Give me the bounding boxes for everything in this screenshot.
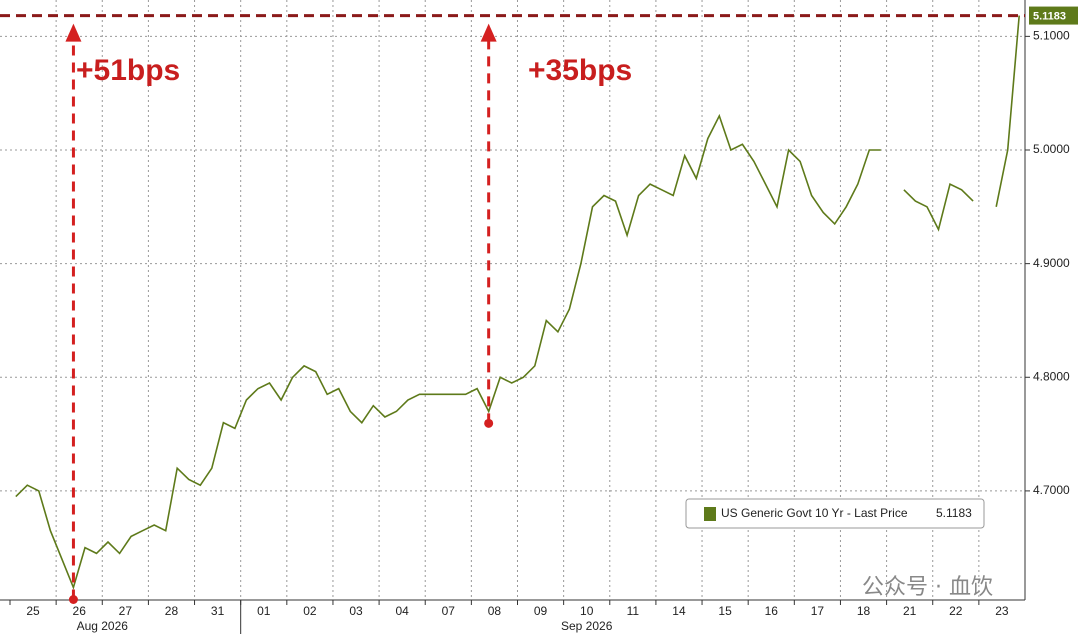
x-tick-label: 28	[165, 604, 179, 618]
x-tick-label: 15	[718, 604, 732, 618]
x-tick-label: 11	[627, 604, 640, 618]
last-price-label: 5.1183	[1033, 10, 1066, 22]
x-tick-label: 26	[73, 604, 87, 618]
month-label: Aug 2026	[77, 619, 129, 633]
x-tick-label: 18	[857, 604, 871, 618]
arrow-head	[480, 23, 497, 42]
x-tick-label: 04	[395, 604, 409, 618]
month-label: Sep 2026	[561, 619, 613, 633]
y-tick-label: 5.1000	[1033, 29, 1070, 43]
arrow-base	[484, 418, 494, 428]
y-tick-label: 5.0000	[1033, 142, 1070, 156]
legend-box	[685, 498, 985, 529]
legend-swatch	[704, 507, 716, 521]
annotation: +51bps	[76, 54, 180, 87]
x-tick-label: 10	[580, 604, 594, 618]
x-tick-label: 17	[811, 604, 825, 618]
y-tick-label: 4.7000	[1033, 483, 1070, 497]
x-tick-label: 23	[995, 604, 1009, 618]
x-tick-label: 21	[903, 604, 917, 618]
x-tick-label: 01	[257, 604, 271, 618]
x-tick-label: 07	[442, 604, 456, 618]
x-tick-label: 16	[765, 604, 779, 618]
legend-value: 5.1183	[936, 506, 972, 520]
x-tick-label: 27	[119, 604, 133, 618]
legend-label: US Generic Govt 10 Yr - Last Price	[721, 506, 908, 520]
x-tick-label: 03	[349, 604, 363, 618]
x-tick-label: 09	[534, 604, 548, 618]
last-price-tag	[1029, 6, 1078, 25]
x-tick-label: 14	[672, 604, 686, 618]
x-tick-label: 31	[211, 604, 225, 618]
series-line	[15, 15, 1020, 590]
annotation: +35bps	[528, 54, 632, 87]
x-tick-label: 25	[26, 604, 40, 618]
watermark: 公众号 · 血饮	[862, 575, 993, 600]
y-tick-label: 4.9000	[1033, 256, 1070, 270]
legend: US Generic Govt 10 Yr - Last Price 5.1183	[685, 498, 985, 529]
y-tick-label: 4.8000	[1033, 369, 1070, 383]
x-tick-label: 08	[488, 604, 502, 618]
arrow-head	[65, 23, 82, 42]
arrow-base	[68, 595, 78, 604]
x-tick-label: 02	[303, 604, 317, 618]
x-tick-label: 22	[949, 604, 963, 618]
